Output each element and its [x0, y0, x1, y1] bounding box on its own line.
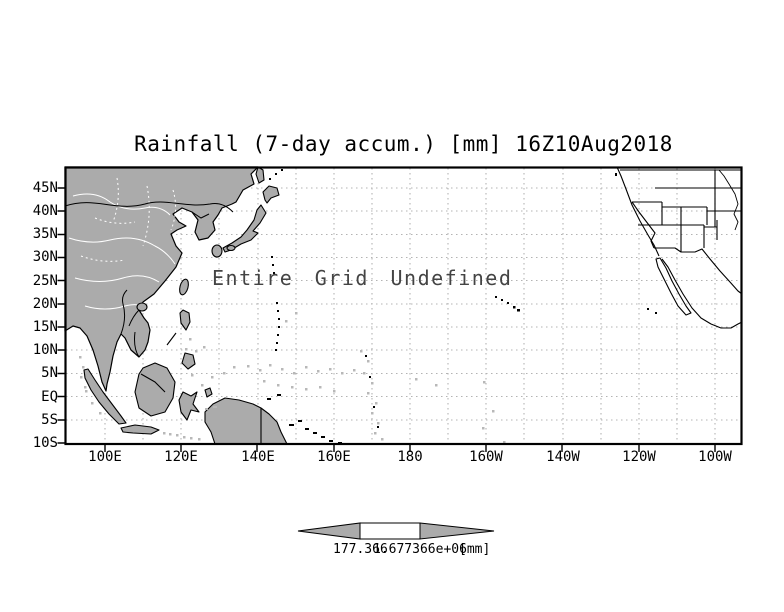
colorbar-middle-box — [359, 522, 421, 540]
island-borders — [140, 373, 262, 444]
map-plot — [57, 166, 743, 452]
north-america — [616, 166, 743, 329]
hainan — [136, 302, 148, 312]
colorbar-right-arrow — [419, 522, 495, 540]
na-pacific-coast — [616, 166, 660, 257]
mexico-coast — [661, 258, 743, 329]
y-axis-label-45n: 45N — [32, 180, 58, 196]
country-borders — [64, 201, 234, 358]
x-axis-label-100e: 100E — [88, 449, 122, 465]
y-axis-label-35n: 35N — [32, 226, 58, 242]
x-axis-label-140e: 140E — [241, 449, 275, 465]
y-axis-label-5s: 5S — [41, 412, 58, 428]
y-axis-label-30n: 30N — [32, 249, 58, 265]
sakhalin — [255, 166, 265, 184]
honshu — [222, 204, 267, 253]
baja-california — [655, 257, 692, 316]
status-message: Entire Grid Undefined — [212, 266, 513, 290]
plot-frame — [64, 166, 743, 446]
river-lines — [68, 177, 177, 311]
island-specks-gray — [79, 312, 506, 444]
mindanao — [181, 352, 196, 370]
asia-mainland-shape — [64, 166, 259, 392]
x-axis-label-180: 180 — [397, 449, 423, 465]
island-specks-black — [267, 169, 657, 444]
colorbar-right-value: 1.677366e+06 — [373, 542, 467, 557]
shikoku — [226, 244, 236, 252]
y-axis-ticks — [57, 187, 65, 444]
taiwan — [179, 278, 189, 296]
x-axis-label-120e: 120E — [164, 449, 198, 465]
x-axis-label-160e: 160E — [317, 449, 351, 465]
mexico-border-rio-grande — [654, 247, 743, 295]
x-axis-label-140w: 140W — [546, 449, 580, 465]
southeast-asia-islands — [83, 309, 288, 445]
asia-landmass — [64, 166, 259, 392]
palawan — [166, 332, 177, 346]
x-axis-label-160w: 160W — [469, 449, 503, 465]
y-axis-label-10n: 10N — [32, 342, 58, 358]
sulawesi — [178, 391, 200, 421]
y-axis-label-eq: EQ — [41, 389, 58, 405]
y-axis-label-5n: 5N — [41, 365, 58, 381]
ocean-background — [65, 167, 742, 444]
luzon — [179, 309, 191, 331]
y-axis-label-25n: 25N — [32, 273, 58, 289]
japan-islands — [136, 166, 280, 312]
california-border — [631, 201, 656, 249]
y-axis-label-15n: 15N — [32, 319, 58, 335]
java — [120, 424, 160, 435]
x-axis-ticks — [104, 445, 716, 452]
halmahera — [204, 387, 213, 398]
y-axis-label-10s: 10S — [32, 435, 58, 451]
us-state-borders — [620, 169, 742, 252]
x-axis-label-120w: 120W — [622, 449, 656, 465]
colorbar — [297, 522, 495, 540]
y-axis-label-20n: 20N — [32, 296, 58, 312]
missouri-river — [718, 169, 739, 231]
colorbar-unit-label: [mm] — [459, 542, 491, 557]
colorbar-left-arrow — [297, 522, 361, 540]
kyushu — [211, 244, 223, 258]
page-title: Rainfall (7-day accum.) [mm] 16Z10Aug201… — [134, 132, 673, 156]
hokkaido — [262, 185, 280, 204]
y-axis-label-40n: 40N — [32, 203, 58, 219]
colorbar-left-value: 177.366 — [333, 542, 388, 557]
new-guinea — [204, 397, 288, 445]
x-axis-label-100w: 100W — [698, 449, 732, 465]
sumatra — [83, 368, 127, 425]
